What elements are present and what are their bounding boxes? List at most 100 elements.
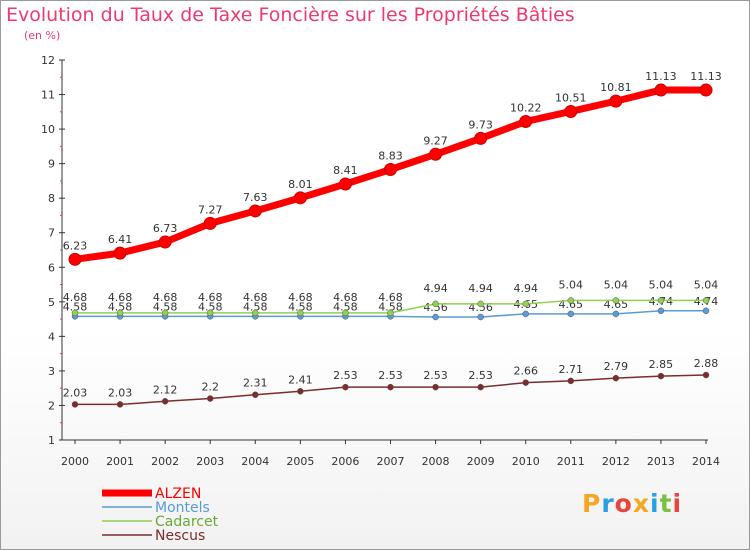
data-label: 4.68	[108, 291, 133, 304]
data-label: 11.13	[645, 70, 677, 83]
data-label: 5.04	[649, 278, 674, 291]
logo-letter: t	[659, 489, 673, 518]
x-tick-label: 2007	[377, 455, 405, 468]
data-point	[657, 297, 665, 304]
data-point	[567, 310, 575, 318]
data-point	[699, 83, 713, 97]
x-tick-label: 2014	[692, 455, 720, 468]
data-point	[248, 204, 262, 218]
x-tick-label: 2004	[241, 455, 269, 468]
data-label: 10.22	[510, 101, 542, 114]
data-label: 5.04	[694, 278, 719, 291]
data-point	[297, 388, 304, 395]
data-point	[71, 309, 79, 317]
data-point	[702, 371, 710, 379]
logo-letter: i	[672, 489, 683, 518]
data-label: 11.13	[690, 70, 722, 83]
data-point	[702, 307, 710, 315]
x-tick-label: 2005	[286, 455, 314, 468]
data-label: 4.58	[288, 300, 313, 313]
data-point	[432, 300, 439, 308]
x-tick-label: 2008	[422, 455, 450, 468]
x-tick-label: 2012	[602, 455, 630, 468]
data-point	[206, 309, 214, 317]
data-label: 2.41	[288, 373, 313, 386]
x-tick-label: 2010	[512, 455, 540, 468]
data-label: 4.68	[198, 291, 223, 304]
data-point	[522, 310, 529, 318]
data-label: 8.41	[333, 164, 358, 177]
data-label: 10.51	[555, 91, 587, 104]
series-layer: 2.03 2.03 2.12 2.2 2.31 2.41 2.53 2.53 2.53 2.53 2…	[63, 70, 722, 408]
data-label: 2.53	[423, 369, 448, 382]
data-point	[161, 309, 169, 317]
data-point	[387, 309, 394, 317]
logo-letter: x	[632, 489, 650, 518]
logo-letter: o	[614, 489, 633, 518]
data-point	[477, 313, 484, 321]
y-tick-label: 1	[48, 434, 55, 447]
data-point	[116, 401, 124, 408]
data-point	[522, 379, 529, 386]
data-point	[657, 372, 665, 380]
data-label: 4.58	[333, 300, 358, 313]
data-label: 5.04	[559, 278, 584, 291]
data-label: 6.23	[63, 239, 88, 252]
data-point	[654, 83, 668, 97]
data-label: 2.85	[649, 358, 674, 371]
data-label: 4.58	[378, 300, 403, 313]
legend-label-montels: Montels	[155, 500, 210, 516]
data-label: 4.58	[243, 300, 268, 313]
data-label: 4.94	[513, 282, 538, 295]
data-label: 4.68	[288, 291, 313, 304]
data-label: 8.01	[288, 178, 313, 191]
logo-letter: r	[601, 489, 615, 518]
y-tick-label: 9	[48, 158, 55, 171]
data-label: 2.53	[333, 369, 358, 382]
data-label: 2.31	[243, 377, 268, 390]
data-label: 2.53	[468, 369, 493, 382]
data-label: 7.27	[198, 203, 223, 216]
data-point	[158, 235, 172, 249]
y-tick-label: 3	[48, 365, 55, 378]
proxiti-logo: Proxiti	[582, 489, 682, 518]
data-point	[252, 391, 259, 398]
data-point	[567, 297, 575, 304]
data-point	[432, 313, 439, 321]
x-tick-label: 2006	[331, 455, 359, 468]
data-label: 4.68	[153, 291, 178, 304]
data-point	[113, 246, 127, 260]
data-label: 5.04	[604, 278, 629, 291]
data-label: 2.66	[513, 365, 538, 378]
y-axis-unit-label: (en %)	[24, 29, 61, 42]
y-tick-label: 10	[41, 123, 55, 136]
data-label: 4.68	[63, 291, 88, 304]
data-label: 2.03	[63, 386, 88, 399]
y-tick-label: 2	[48, 399, 55, 412]
data-point	[702, 297, 710, 304]
series-alzen: 6.23 6.41 6.73 7.27 7.63 8.01 8.41 8.83 9.27 9.73…	[63, 70, 722, 266]
series-montels: 4.58 4.58 4.58 4.58 4.58 4.58 4.58 4.58 4.56 4.56…	[63, 295, 718, 321]
data-point	[564, 104, 578, 118]
data-point	[68, 252, 82, 266]
data-label: 4.58	[63, 300, 88, 313]
data-point	[203, 216, 217, 230]
data-point	[477, 383, 484, 391]
series-nescus: 2.03 2.03 2.12 2.2 2.31 2.41 2.53 2.53 2.53 2.53 2…	[63, 357, 718, 408]
legend-label-nescus: Nescus	[155, 528, 205, 544]
data-label: 2.53	[378, 369, 403, 382]
x-tick-label: 2011	[557, 455, 585, 468]
data-point	[567, 377, 575, 385]
data-point	[429, 147, 443, 161]
data-point	[297, 309, 304, 317]
data-label: 7.63	[243, 191, 268, 204]
data-point	[432, 383, 439, 391]
data-point	[609, 94, 623, 108]
data-label: 6.73	[153, 222, 178, 235]
data-point	[522, 300, 529, 308]
data-label: 4.94	[468, 282, 493, 295]
